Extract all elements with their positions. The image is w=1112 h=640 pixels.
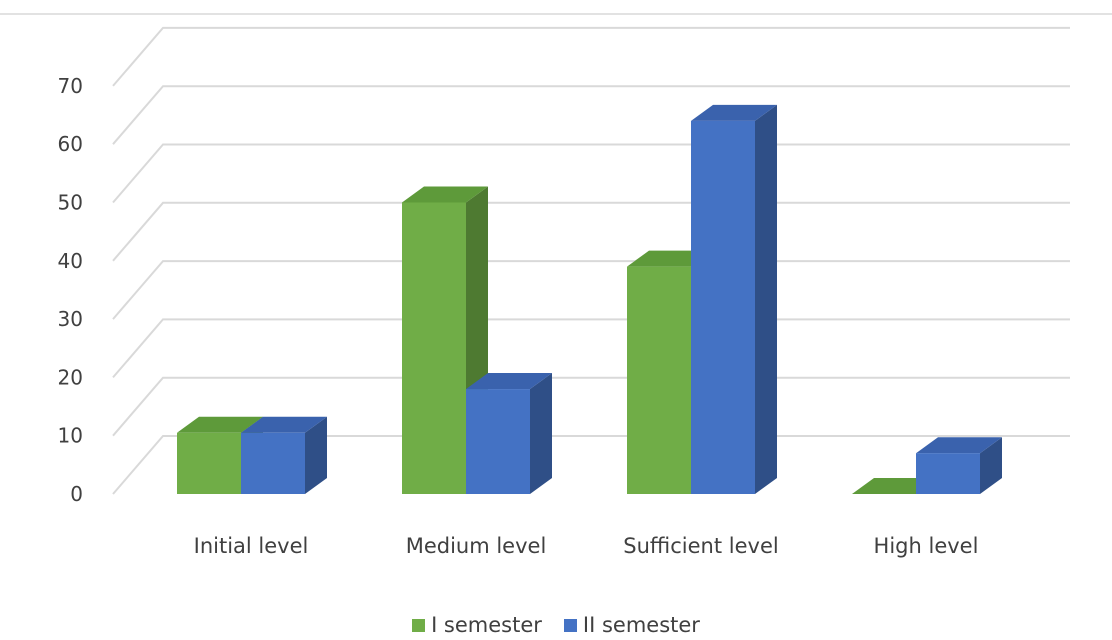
y-tick-label: 60 — [58, 132, 83, 156]
bars — [177, 104, 1002, 494]
bar-top — [402, 186, 488, 203]
bar-side — [530, 373, 552, 494]
bar-top — [241, 416, 327, 433]
bar-front — [402, 202, 466, 494]
gridline — [112, 85, 1070, 145]
legend-swatch-series-1 — [412, 618, 426, 632]
legend-swatch-series-2 — [563, 618, 577, 632]
bar-top — [691, 104, 777, 121]
y-tick-label: 70 — [58, 74, 83, 98]
gridline — [112, 143, 1070, 204]
legend-label-series-2: II semester — [582, 613, 700, 637]
gridline — [112, 26, 1070, 87]
x-category-label: High level — [874, 534, 979, 558]
y-tick-label: 40 — [58, 249, 83, 273]
bar — [916, 437, 1002, 494]
bar-side — [755, 104, 777, 494]
x-axis-labels: Initial level Medium level Sufficient leve… — [194, 534, 979, 558]
bar-front — [627, 266, 691, 494]
bar — [691, 104, 777, 494]
x-category-label: Initial level — [194, 534, 309, 558]
gridline — [112, 260, 1070, 320]
gridline — [112, 201, 1070, 262]
x-category-label: Sufficient level — [623, 534, 778, 558]
gridlines — [112, 26, 1070, 495]
x-category-label: Medium level — [406, 534, 547, 558]
legend: I semester II semester — [0, 610, 1112, 640]
bar — [466, 373, 552, 494]
y-tick-label: 10 — [58, 424, 83, 448]
y-tick-label: 0 — [70, 482, 83, 506]
bar-side — [980, 437, 1002, 494]
gridline — [112, 318, 1070, 379]
bar-front — [466, 389, 530, 494]
y-axis-ticks: 0 10 20 30 40 50 60 70 — [58, 74, 83, 506]
legend-item-series-1: I semester — [412, 613, 542, 637]
bar-front — [916, 453, 980, 494]
legend-label-series-1: I semester — [431, 613, 542, 637]
bar-front — [241, 432, 305, 494]
bar-front — [691, 120, 755, 494]
legend-item-series-2: II semester — [563, 613, 700, 637]
bar-top — [466, 373, 552, 390]
bar — [241, 416, 327, 494]
bar-side — [305, 416, 327, 494]
y-tick-label: 50 — [58, 191, 83, 215]
y-tick-label: 20 — [58, 365, 83, 389]
bar-front — [177, 432, 241, 494]
bar-top — [916, 437, 1002, 454]
y-tick-label: 30 — [58, 307, 83, 331]
bar-top — [177, 416, 263, 433]
